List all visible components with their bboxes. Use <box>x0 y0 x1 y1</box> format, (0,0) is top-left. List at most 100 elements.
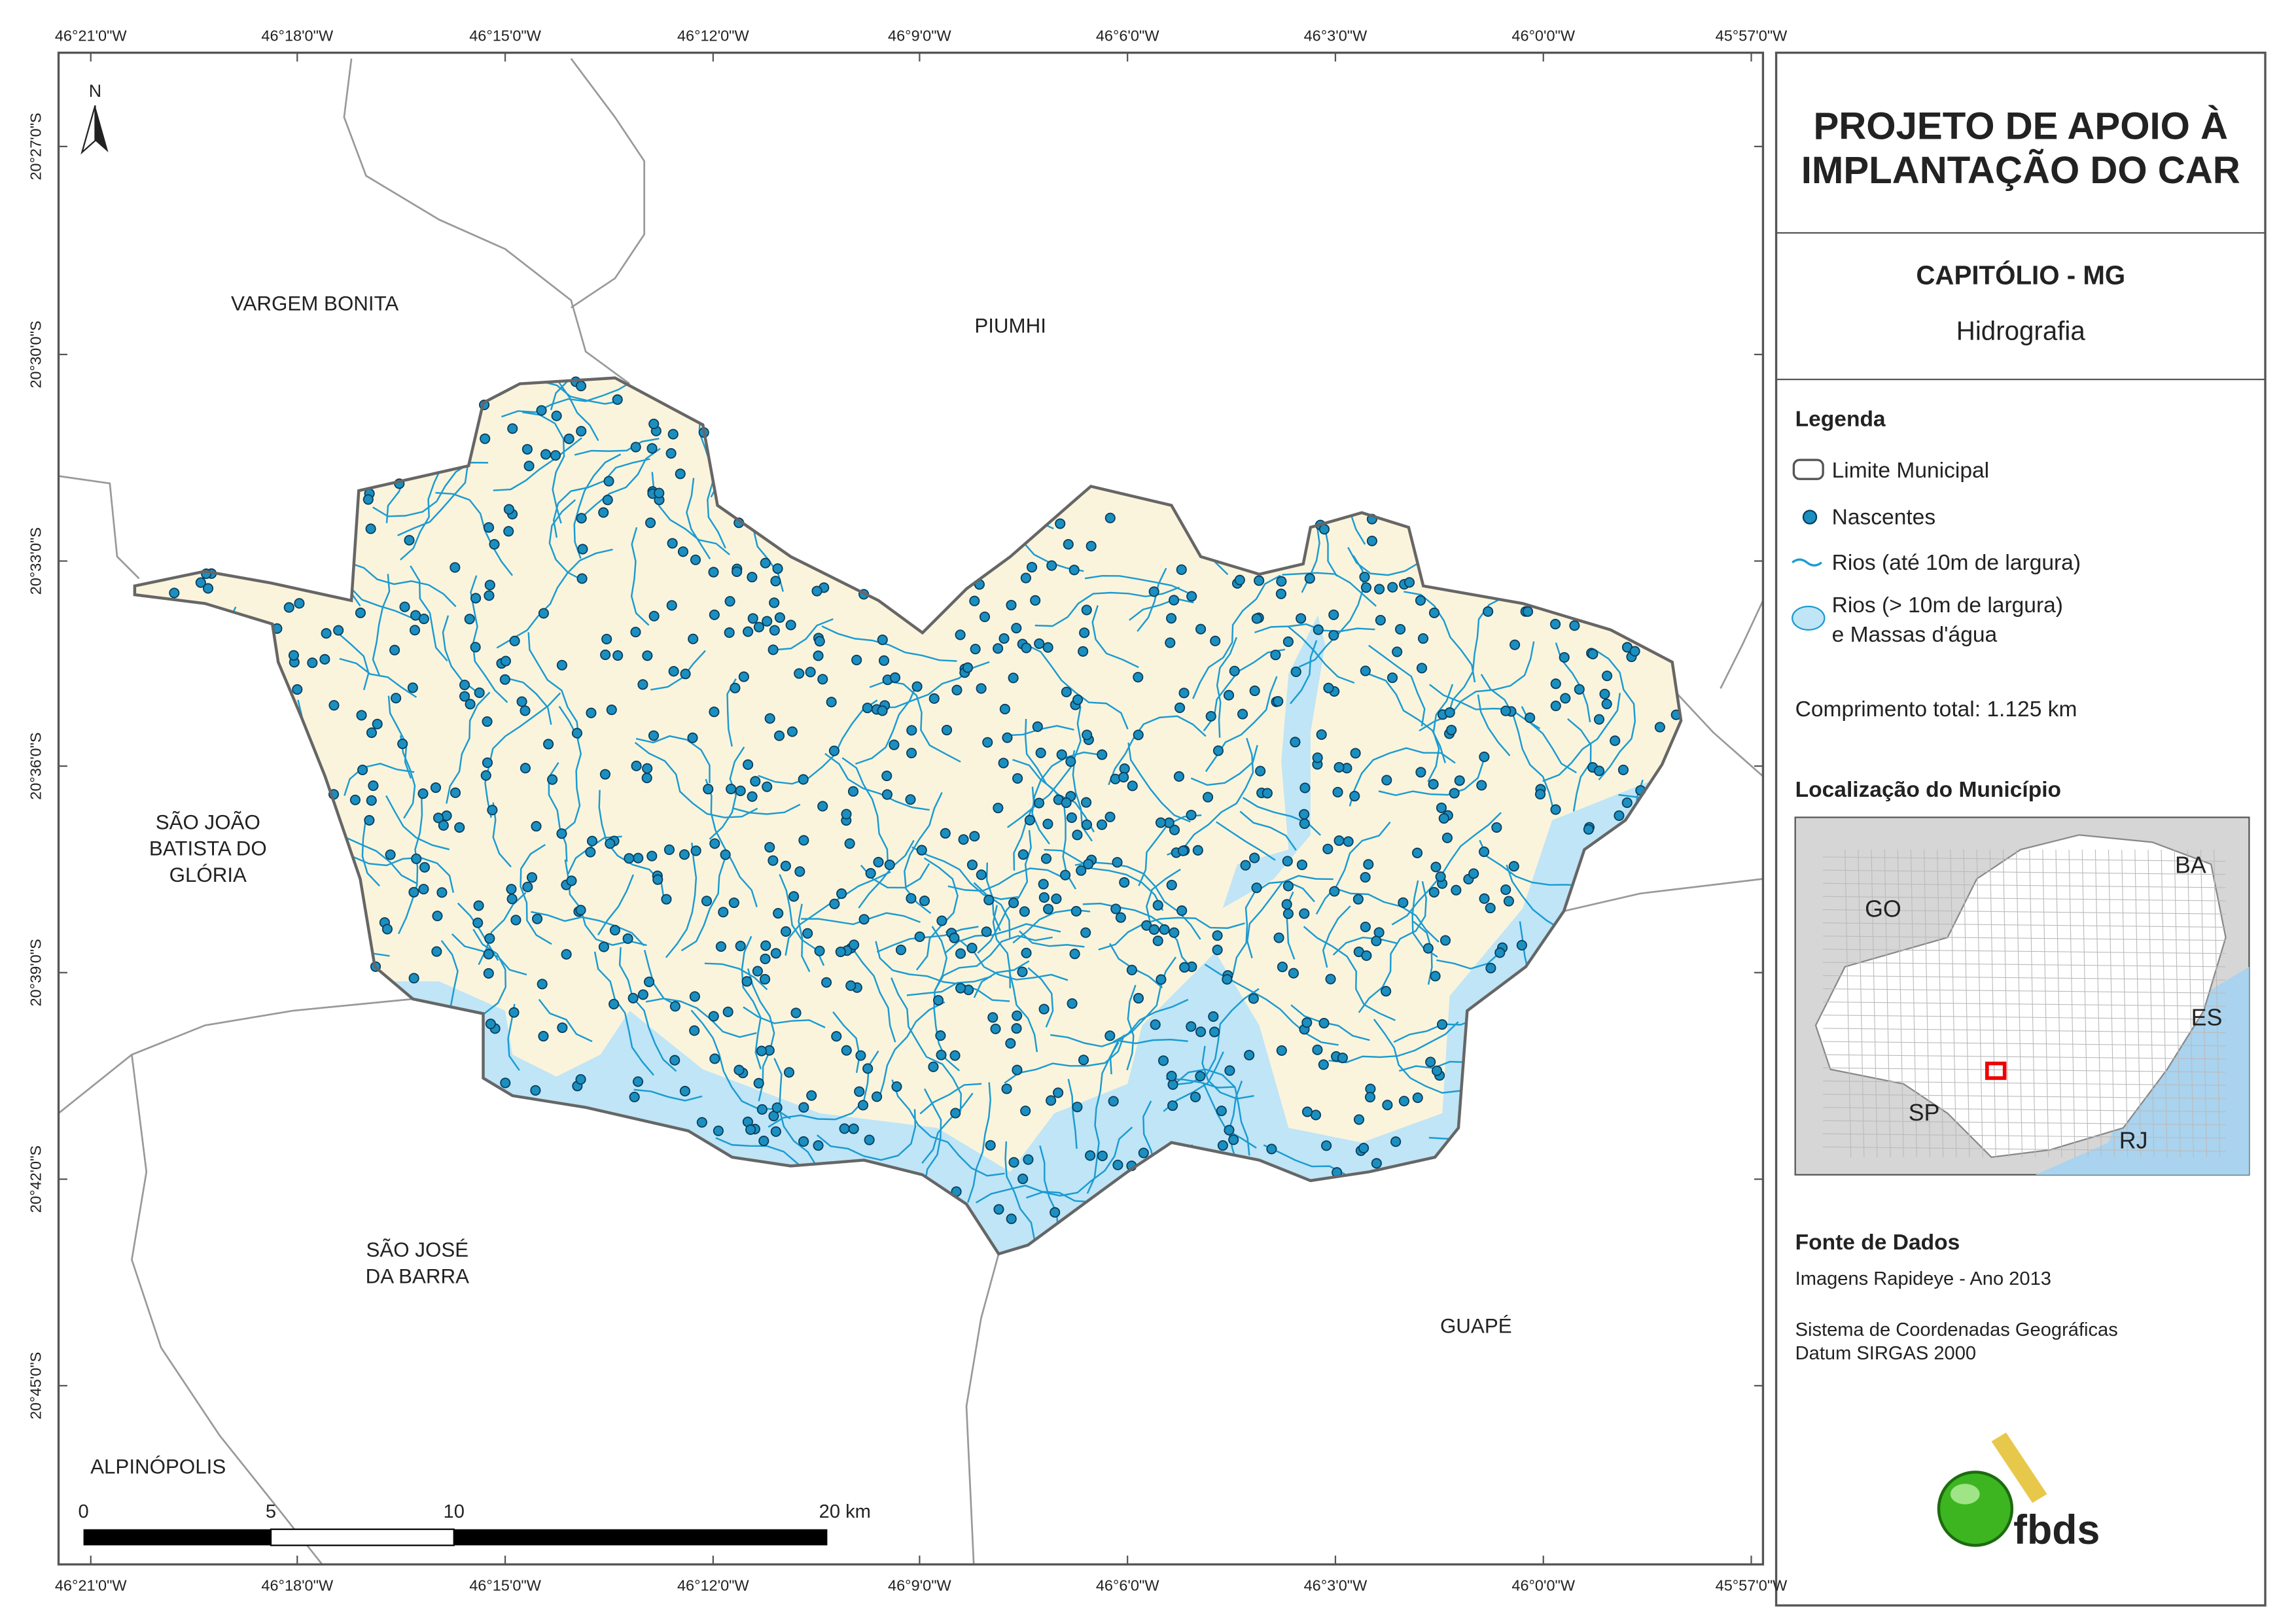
spring <box>713 1125 724 1136</box>
spring <box>1508 861 1519 872</box>
spring <box>724 627 735 638</box>
river <box>1542 693 1621 782</box>
spring <box>1404 577 1415 588</box>
river <box>1567 718 1592 812</box>
spring <box>1299 782 1311 794</box>
spring <box>1229 665 1240 676</box>
spring <box>790 1007 802 1019</box>
spring <box>1104 1030 1116 1041</box>
river <box>1137 568 1167 632</box>
spring <box>1176 905 1188 916</box>
locator-grid <box>1823 1146 2226 1152</box>
locator-grid <box>2029 849 2036 1157</box>
spring <box>1560 693 1571 704</box>
spring <box>798 1136 809 1147</box>
river <box>1004 1034 1125 1084</box>
spring <box>408 886 419 898</box>
spring <box>1119 877 1130 888</box>
spring <box>1322 843 1333 854</box>
spring <box>622 933 633 944</box>
spring <box>878 655 890 666</box>
spring <box>1061 797 1072 809</box>
spring <box>571 727 583 739</box>
spring <box>1290 666 1301 677</box>
spring <box>955 948 966 959</box>
spring <box>1266 1143 1277 1155</box>
river <box>385 795 450 850</box>
spring <box>981 926 992 937</box>
spring <box>1516 939 1527 951</box>
spring <box>1072 829 1083 841</box>
spring <box>794 668 805 679</box>
location-title: Localização do Município <box>1795 778 2061 802</box>
spring <box>1411 847 1423 858</box>
river <box>1263 1144 1346 1176</box>
spring <box>1328 609 1339 620</box>
spring <box>905 794 916 805</box>
spring <box>1019 906 1030 917</box>
locator-grid <box>1871 849 1878 1157</box>
spring <box>955 629 966 640</box>
spring <box>1017 849 1029 860</box>
spring <box>826 697 837 708</box>
spring <box>1038 892 1050 903</box>
spring <box>612 394 623 405</box>
spring <box>1483 606 1494 617</box>
lon-label: 46°3'0"W <box>1304 1577 1368 1594</box>
spring <box>668 666 679 677</box>
spring <box>1318 1017 1330 1029</box>
spring <box>1104 512 1116 523</box>
spring <box>1304 573 1315 584</box>
spring <box>1046 560 1057 571</box>
spring <box>603 476 614 487</box>
spring <box>1301 1017 1313 1028</box>
spring <box>688 633 699 644</box>
spring <box>1205 710 1216 722</box>
river <box>973 882 1011 938</box>
spring <box>288 650 299 661</box>
spring <box>364 814 375 826</box>
spring <box>1017 966 1028 977</box>
spring <box>1282 856 1293 867</box>
spring <box>839 1123 850 1134</box>
spring <box>627 992 639 1003</box>
spring <box>1428 778 1439 790</box>
spring <box>609 924 620 935</box>
spring <box>1614 810 1625 821</box>
spring <box>1097 749 1108 760</box>
spring <box>936 915 947 926</box>
lat-label: 20°45'0"S <box>27 1352 44 1420</box>
river <box>446 691 491 804</box>
locator-grid <box>1823 1094 2226 1099</box>
river <box>758 699 878 785</box>
spring <box>764 713 775 724</box>
spring <box>1167 1079 1178 1090</box>
lon-label: 45°57'0"W <box>1716 1577 1788 1594</box>
spring <box>1374 584 1385 595</box>
spring <box>1318 523 1330 535</box>
spring <box>1412 1092 1423 1104</box>
graticule-ticks <box>58 52 1763 1565</box>
spring <box>855 1050 866 1061</box>
spring <box>605 838 616 849</box>
river <box>337 632 370 690</box>
spring <box>1023 1154 1034 1165</box>
spring <box>756 1104 768 1115</box>
spring <box>1020 572 1031 584</box>
spring <box>484 580 495 591</box>
locator-grid <box>2174 849 2181 1157</box>
spring <box>851 654 862 666</box>
spring <box>1617 764 1629 775</box>
spring <box>677 546 689 557</box>
spring <box>993 803 1004 814</box>
locator-grid <box>1823 869 2226 875</box>
spring <box>773 908 784 919</box>
spring <box>1510 639 1521 650</box>
river <box>824 753 930 811</box>
legend-label: Limite Municipal <box>1832 459 1990 483</box>
spring <box>586 707 597 718</box>
spring <box>881 771 892 782</box>
spring <box>1012 773 1023 784</box>
spring <box>877 705 888 716</box>
spring <box>1192 845 1203 856</box>
